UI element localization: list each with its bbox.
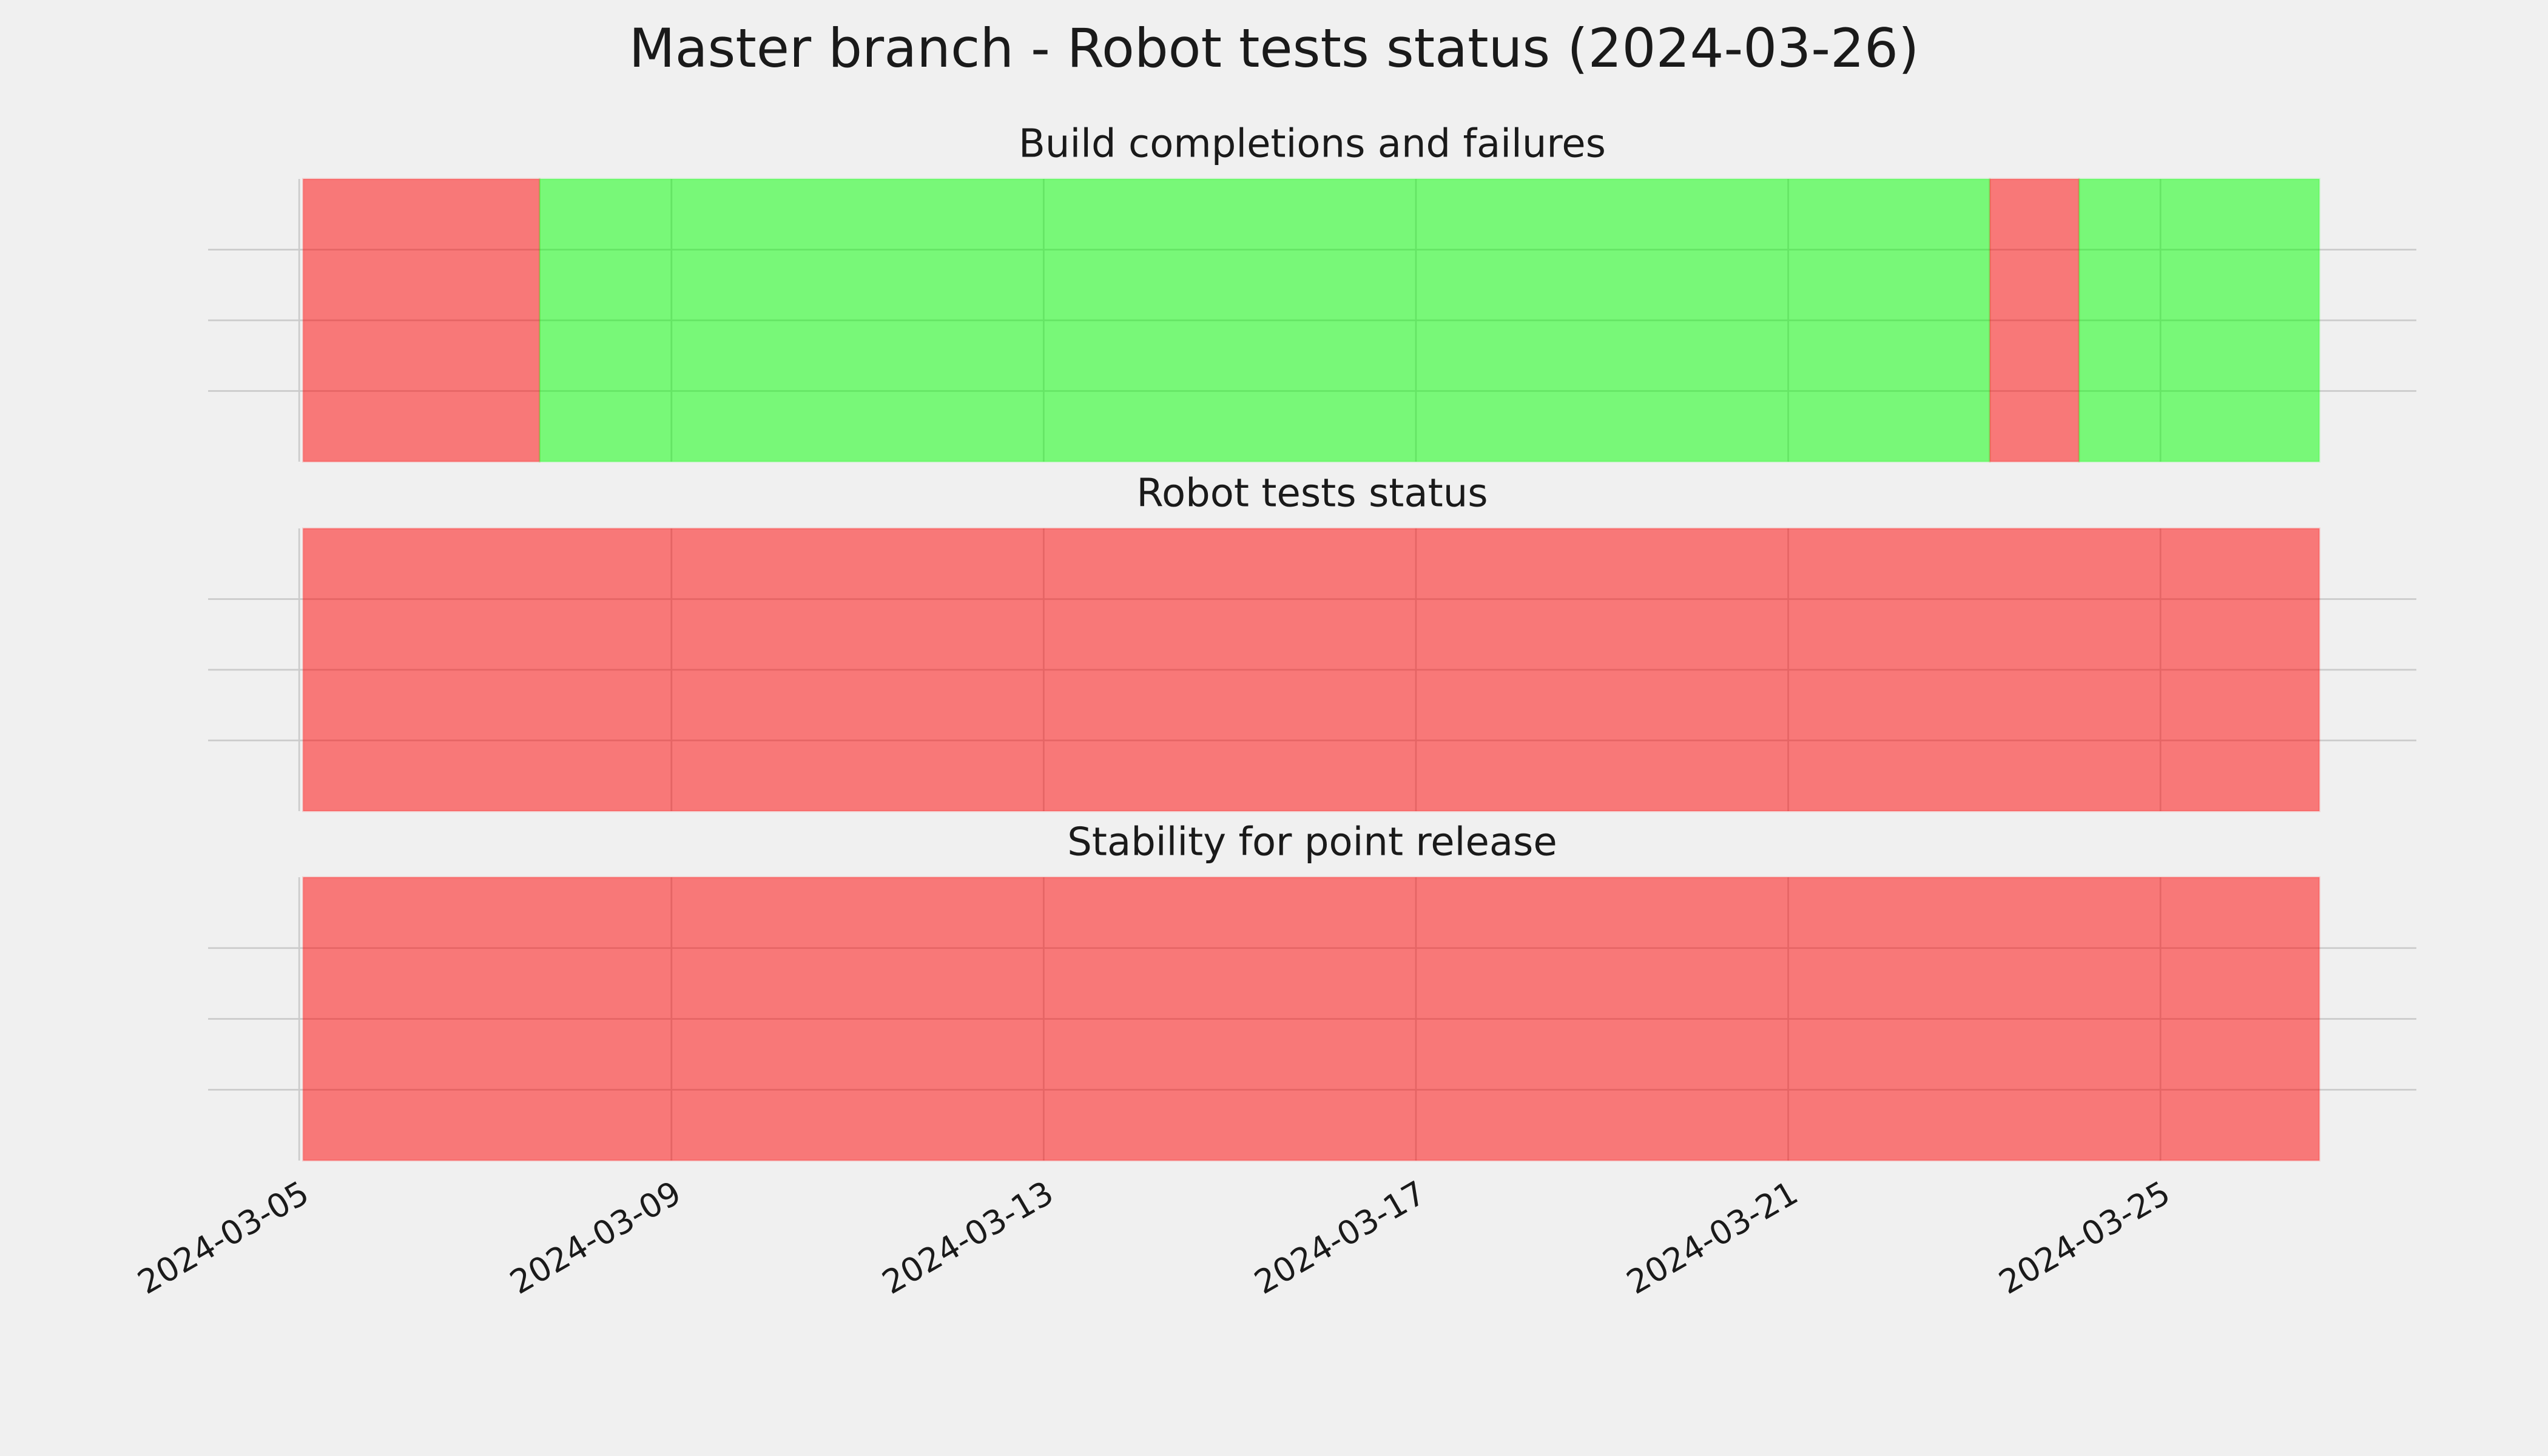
status-span (302, 527, 2320, 812)
x-tick-label: 2024-03-05 (131, 1173, 315, 1301)
panel-title: Robot tests status (1136, 471, 1488, 516)
panel-title: Build completions and failures (1019, 122, 1606, 167)
status-span (302, 178, 541, 463)
x-tick-label: 2024-03-25 (1992, 1173, 2176, 1301)
x-tick-label: 2024-03-13 (876, 1173, 1060, 1301)
status-span (1989, 178, 2080, 463)
panel-title: Stability for point release (1067, 820, 1557, 865)
status-span (2078, 178, 2320, 463)
x-tick-label: 2024-03-09 (504, 1173, 687, 1301)
status-span (302, 876, 2320, 1162)
status-span (538, 178, 1991, 463)
x-tick-label: 2024-03-21 (1620, 1173, 1804, 1301)
chart-title: Master branch - Robot tests status (2024… (629, 17, 1919, 79)
x-tick-label: 2024-03-17 (1248, 1173, 1432, 1301)
